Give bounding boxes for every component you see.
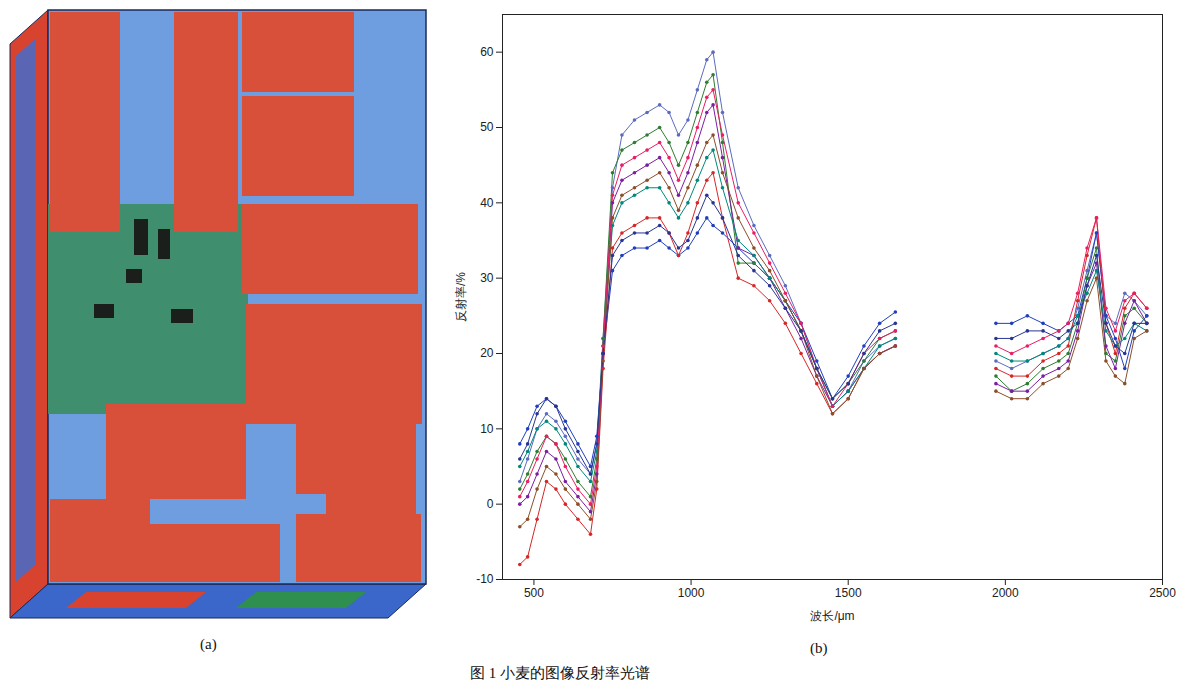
svg-text:500: 500 xyxy=(524,586,544,600)
svg-text:反射率/%: 反射率/% xyxy=(454,272,468,322)
svg-text:2500: 2500 xyxy=(1149,586,1176,600)
svg-text:50: 50 xyxy=(480,120,494,134)
svg-text:0: 0 xyxy=(487,497,494,511)
svg-text:2000: 2000 xyxy=(992,586,1019,600)
html-text:(a): (a) xyxy=(200,636,217,652)
svg-text:20: 20 xyxy=(480,346,494,360)
svg-text:1000: 1000 xyxy=(678,586,705,600)
svg-text:30: 30 xyxy=(480,271,494,285)
svg-text:60: 60 xyxy=(480,45,494,59)
svg-text:1500: 1500 xyxy=(835,586,862,600)
html-text:(b): (b) xyxy=(810,640,828,656)
html-text:图 1 小麦的图像反射率光谱: 图 1 小麦的图像反射率光谱 xyxy=(470,665,650,681)
svg-text:40: 40 xyxy=(480,196,494,210)
svg-text:波长/μm: 波长/μm xyxy=(810,609,854,623)
svg-text:10: 10 xyxy=(480,422,494,436)
svg-text:-10: -10 xyxy=(476,572,494,586)
